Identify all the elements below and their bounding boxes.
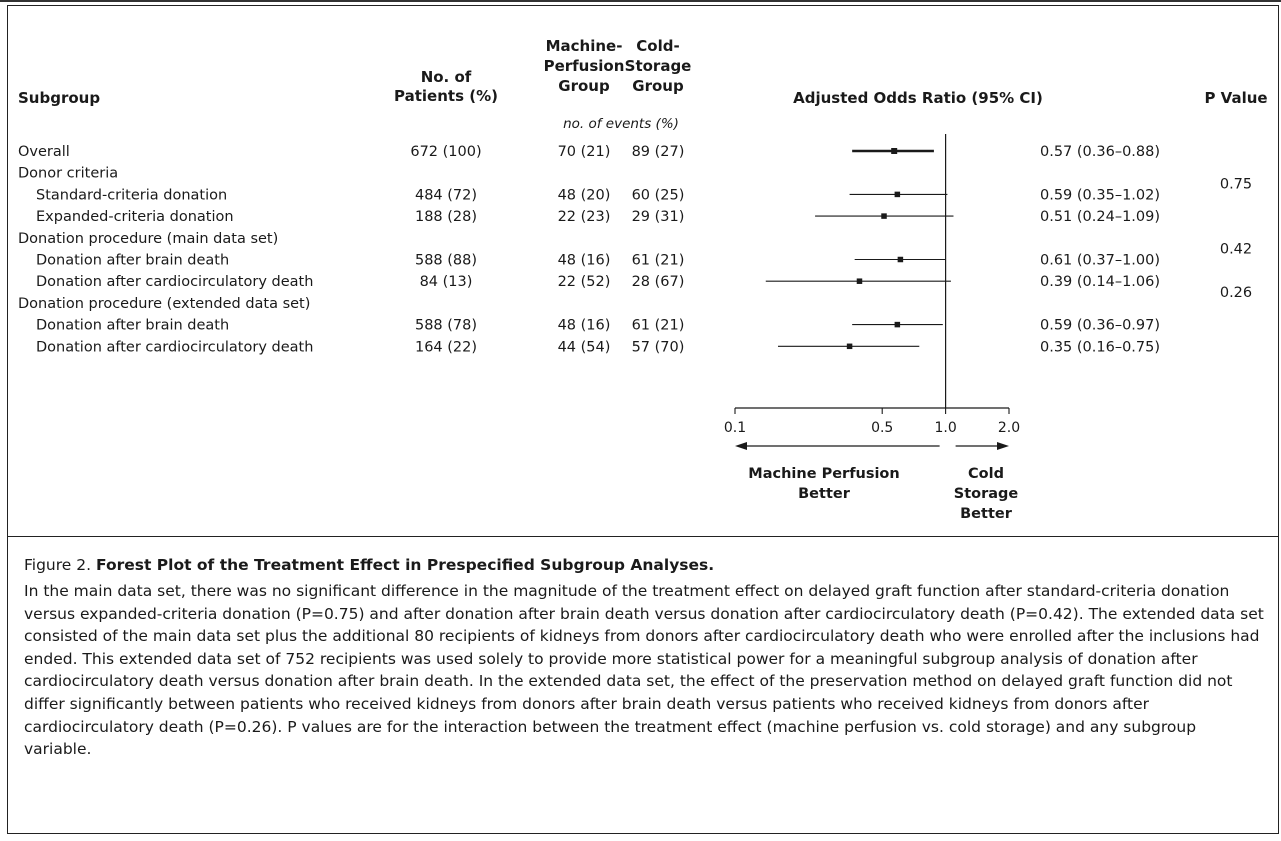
row-odds-ratio-ci: 0.51 (0.24–1.09) (1040, 209, 1160, 225)
row-label: Expanded-criteria donation (36, 209, 234, 225)
point-estimate (894, 191, 901, 198)
row-label: Donation after brain death (36, 318, 229, 334)
row-patients: 188 (28) (415, 209, 477, 225)
row-mp-events: 48 (16) (558, 253, 611, 269)
top-rule (0, 0, 1281, 2)
favor-cold-storage-label: Storage (954, 486, 1019, 502)
point-estimate (881, 213, 887, 219)
row-label: Overall (18, 144, 70, 160)
row-odds-ratio-ci: 0.39 (0.14–1.06) (1040, 274, 1160, 290)
x-axis-tick-label: 0.5 (871, 420, 893, 436)
row-cs-events: 60 (25) (632, 187, 685, 203)
header-p-value: P Value (1204, 89, 1267, 107)
row-label: Donation after cardiocirculatory death (36, 339, 313, 355)
row-patients: 84 (13) (420, 274, 473, 290)
row-patients: 588 (88) (415, 253, 477, 269)
caption-title-text: Forest Plot of the Treatment Effect in P… (95, 556, 715, 574)
row-cs-events: 28 (67) (632, 274, 685, 290)
row-odds-ratio-ci: 0.57 (0.36–0.88) (1040, 144, 1160, 160)
row-patients: 164 (22) (415, 339, 477, 355)
row-label: Standard-criteria donation (36, 187, 227, 203)
header-events-unit: no. of events (%) (563, 116, 679, 132)
row-cs-events: 29 (31) (632, 209, 685, 225)
favor-cold-storage-label: Cold (968, 466, 1004, 482)
row-mp-events: 48 (16) (558, 318, 611, 334)
row-cs-events: 89 (27) (632, 144, 685, 160)
row-label: Donation after brain death (36, 253, 229, 269)
caption-divider (8, 536, 1278, 537)
arrow-left-head (735, 442, 747, 450)
point-estimate (846, 343, 853, 350)
p-value: 0.26 (1220, 285, 1252, 301)
row-odds-ratio-ci: 0.59 (0.35–1.02) (1040, 187, 1160, 203)
row-patients: 672 (100) (410, 144, 481, 160)
header-cs-group-line: Cold- (636, 37, 679, 55)
x-axis-tick-label: 2.0 (998, 420, 1020, 436)
favor-machine-perfusion-label: Machine Perfusion (748, 466, 899, 482)
header-mp-group-line: Group (558, 77, 610, 95)
header-cs-group-line: Storage (625, 57, 692, 75)
row-patients: 484 (72) (415, 187, 477, 203)
row-odds-ratio-ci: 0.35 (0.16–0.75) (1040, 339, 1160, 355)
header-odds-ratio: Adjusted Odds Ratio (95% CI) (793, 89, 1043, 107)
arrow-right-head (997, 442, 1009, 450)
caption-label: Figure 2. (24, 556, 92, 574)
row-cs-events: 61 (21) (632, 318, 685, 334)
row-label: Donation after cardiocirculatory death (36, 274, 313, 290)
row-odds-ratio-ci: 0.59 (0.36–0.97) (1040, 318, 1160, 334)
row-odds-ratio-ci: 0.61 (0.37–1.00) (1040, 253, 1160, 269)
row-cs-events: 61 (21) (632, 253, 685, 269)
point-estimate (897, 256, 904, 263)
caption-title: Figure 2. Forest Plot of the Treatment E… (24, 554, 1264, 576)
header-subgroup: Subgroup (18, 89, 100, 107)
row-mp-events: 48 (20) (558, 187, 611, 203)
row-label: Donation procedure (main data set) (18, 231, 278, 247)
row-label: Donation procedure (extended data set) (18, 296, 310, 312)
p-value: 0.42 (1220, 242, 1252, 258)
row-mp-events: 22 (52) (558, 274, 611, 290)
header-mp-group-line: Perfusion (544, 57, 625, 75)
row-label: Donor criteria (18, 166, 118, 182)
x-axis-tick-label: 1.0 (934, 420, 956, 436)
point-estimate (894, 321, 901, 328)
row-mp-events: 70 (21) (558, 144, 611, 160)
figure-frame: Subgroup No. of Patients (%) Machine- Perfus… (7, 5, 1279, 834)
header-cs-group-line: Group (632, 77, 684, 95)
point-estimate (891, 148, 898, 154)
row-cs-events: 57 (70) (632, 339, 685, 355)
header-mp-group-line: Machine- (546, 37, 623, 55)
p-value: 0.75 (1220, 177, 1252, 193)
point-estimate (856, 278, 863, 284)
x-axis-tick-label: 0.1 (724, 420, 746, 436)
figure-caption: Figure 2. Forest Plot of the Treatment E… (24, 554, 1264, 761)
row-patients: 588 (78) (415, 318, 477, 334)
favor-machine-perfusion-label: Better (798, 486, 851, 502)
header-patients-line: No. of (421, 68, 472, 86)
caption-body: In the main data set, there was no signi… (24, 582, 1264, 759)
favor-cold-storage-label: Better (960, 506, 1013, 522)
header-patients-line: Patients (%) (394, 87, 498, 105)
row-mp-events: 22 (23) (558, 209, 611, 225)
row-mp-events: 44 (54) (558, 339, 611, 355)
